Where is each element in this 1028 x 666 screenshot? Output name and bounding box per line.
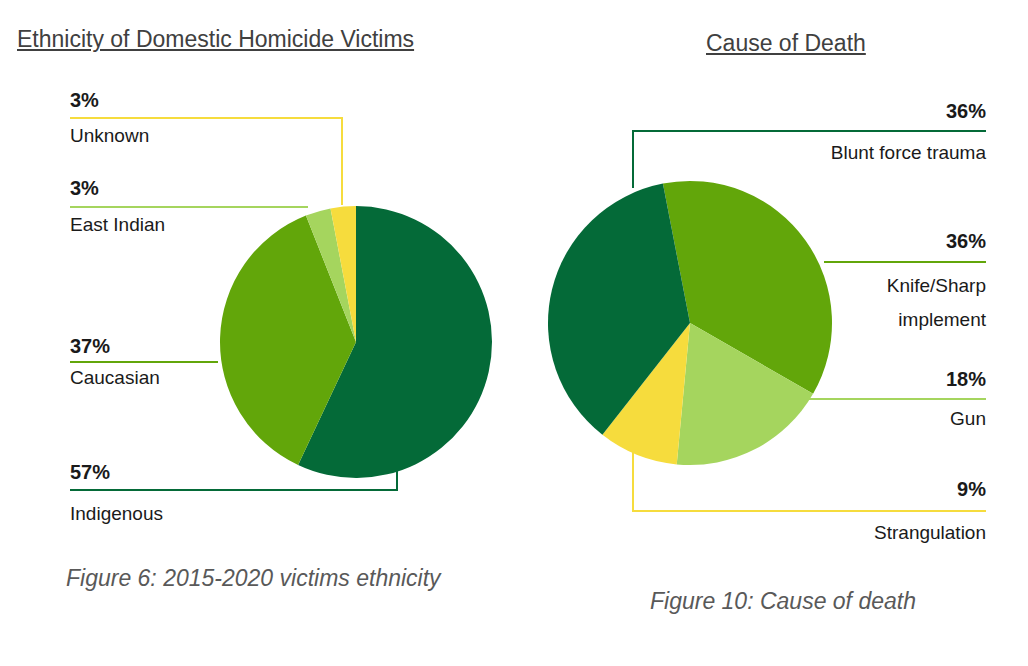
svg-text:Strangulation: Strangulation [874, 522, 986, 543]
svg-text:Caucasian: Caucasian [70, 367, 160, 388]
svg-text:18%: 18% [946, 368, 986, 390]
html-text:Ethnicity of Domestic Homicide: Ethnicity of Domestic Homicide Victims [17, 26, 415, 52]
html-text:Cause of Death: Cause of Death [706, 30, 866, 56]
svg-text:Blunt force trauma: Blunt force trauma [831, 142, 987, 163]
svg-text:Knife/Sharp: Knife/Sharp [887, 275, 986, 296]
svg-text:implement: implement [898, 309, 986, 330]
svg-text:9%: 9% [957, 478, 986, 500]
svg-text:57%: 57% [70, 461, 110, 483]
svg-text:36%: 36% [946, 230, 986, 252]
svg-text:37%: 37% [70, 335, 110, 357]
html-text:Figure 6: 2015-2020 victims et: Figure 6: 2015-2020 victims ethnicity [66, 565, 441, 591]
svg-text:Unknown: Unknown [70, 125, 149, 146]
html-text:Figure 10: Cause of death: Figure 10: Cause of death [650, 588, 916, 614]
svg-text:36%: 36% [946, 100, 986, 122]
svg-text:Indigenous: Indigenous [70, 503, 163, 524]
svg-text:3%: 3% [70, 177, 99, 199]
svg-text:3%: 3% [70, 89, 99, 111]
svg-text:East Indian: East Indian [70, 214, 165, 235]
svg-text:Gun: Gun [950, 408, 986, 429]
